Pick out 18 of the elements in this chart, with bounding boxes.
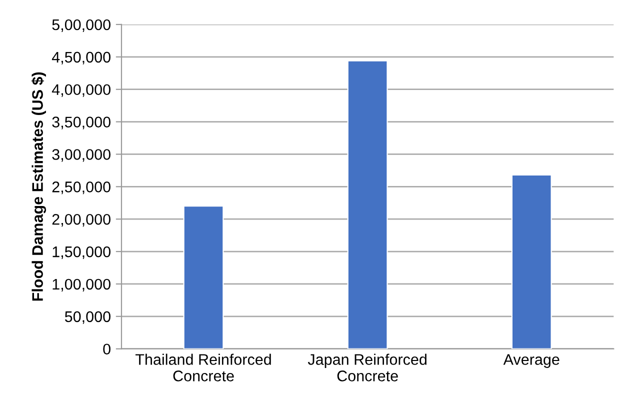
y-tick-label: 5,00,000 <box>52 19 110 32</box>
y-tick-label: 1,00,000 <box>52 278 110 292</box>
y-tick-label: 2,50,000 <box>52 182 110 194</box>
y-tick-label: 4,50,000 <box>52 52 110 64</box>
y-tick-label: 3,00,000 <box>52 149 110 162</box>
y-tick-label: 3,50,000 <box>52 116 110 130</box>
bar <box>183 206 224 349</box>
x-tick-label: Japan Reinforced Concrete <box>308 354 426 382</box>
bar <box>347 60 388 349</box>
bar <box>511 174 552 349</box>
y-tick-label: 0 <box>103 344 110 355</box>
y-axis-title: Flood Damage Estimates (US $) <box>31 72 46 301</box>
y-tick-label: 50,000 <box>64 311 110 324</box>
y-tick-label: 4,00,000 <box>52 84 110 97</box>
y-tick-label: 1,50,000 <box>52 246 110 260</box>
x-tick-label: Average <box>503 354 560 368</box>
x-tick-label: Thailand Reinforced Concrete <box>135 354 271 382</box>
y-tick-label: 2,00,000 <box>52 214 110 227</box>
